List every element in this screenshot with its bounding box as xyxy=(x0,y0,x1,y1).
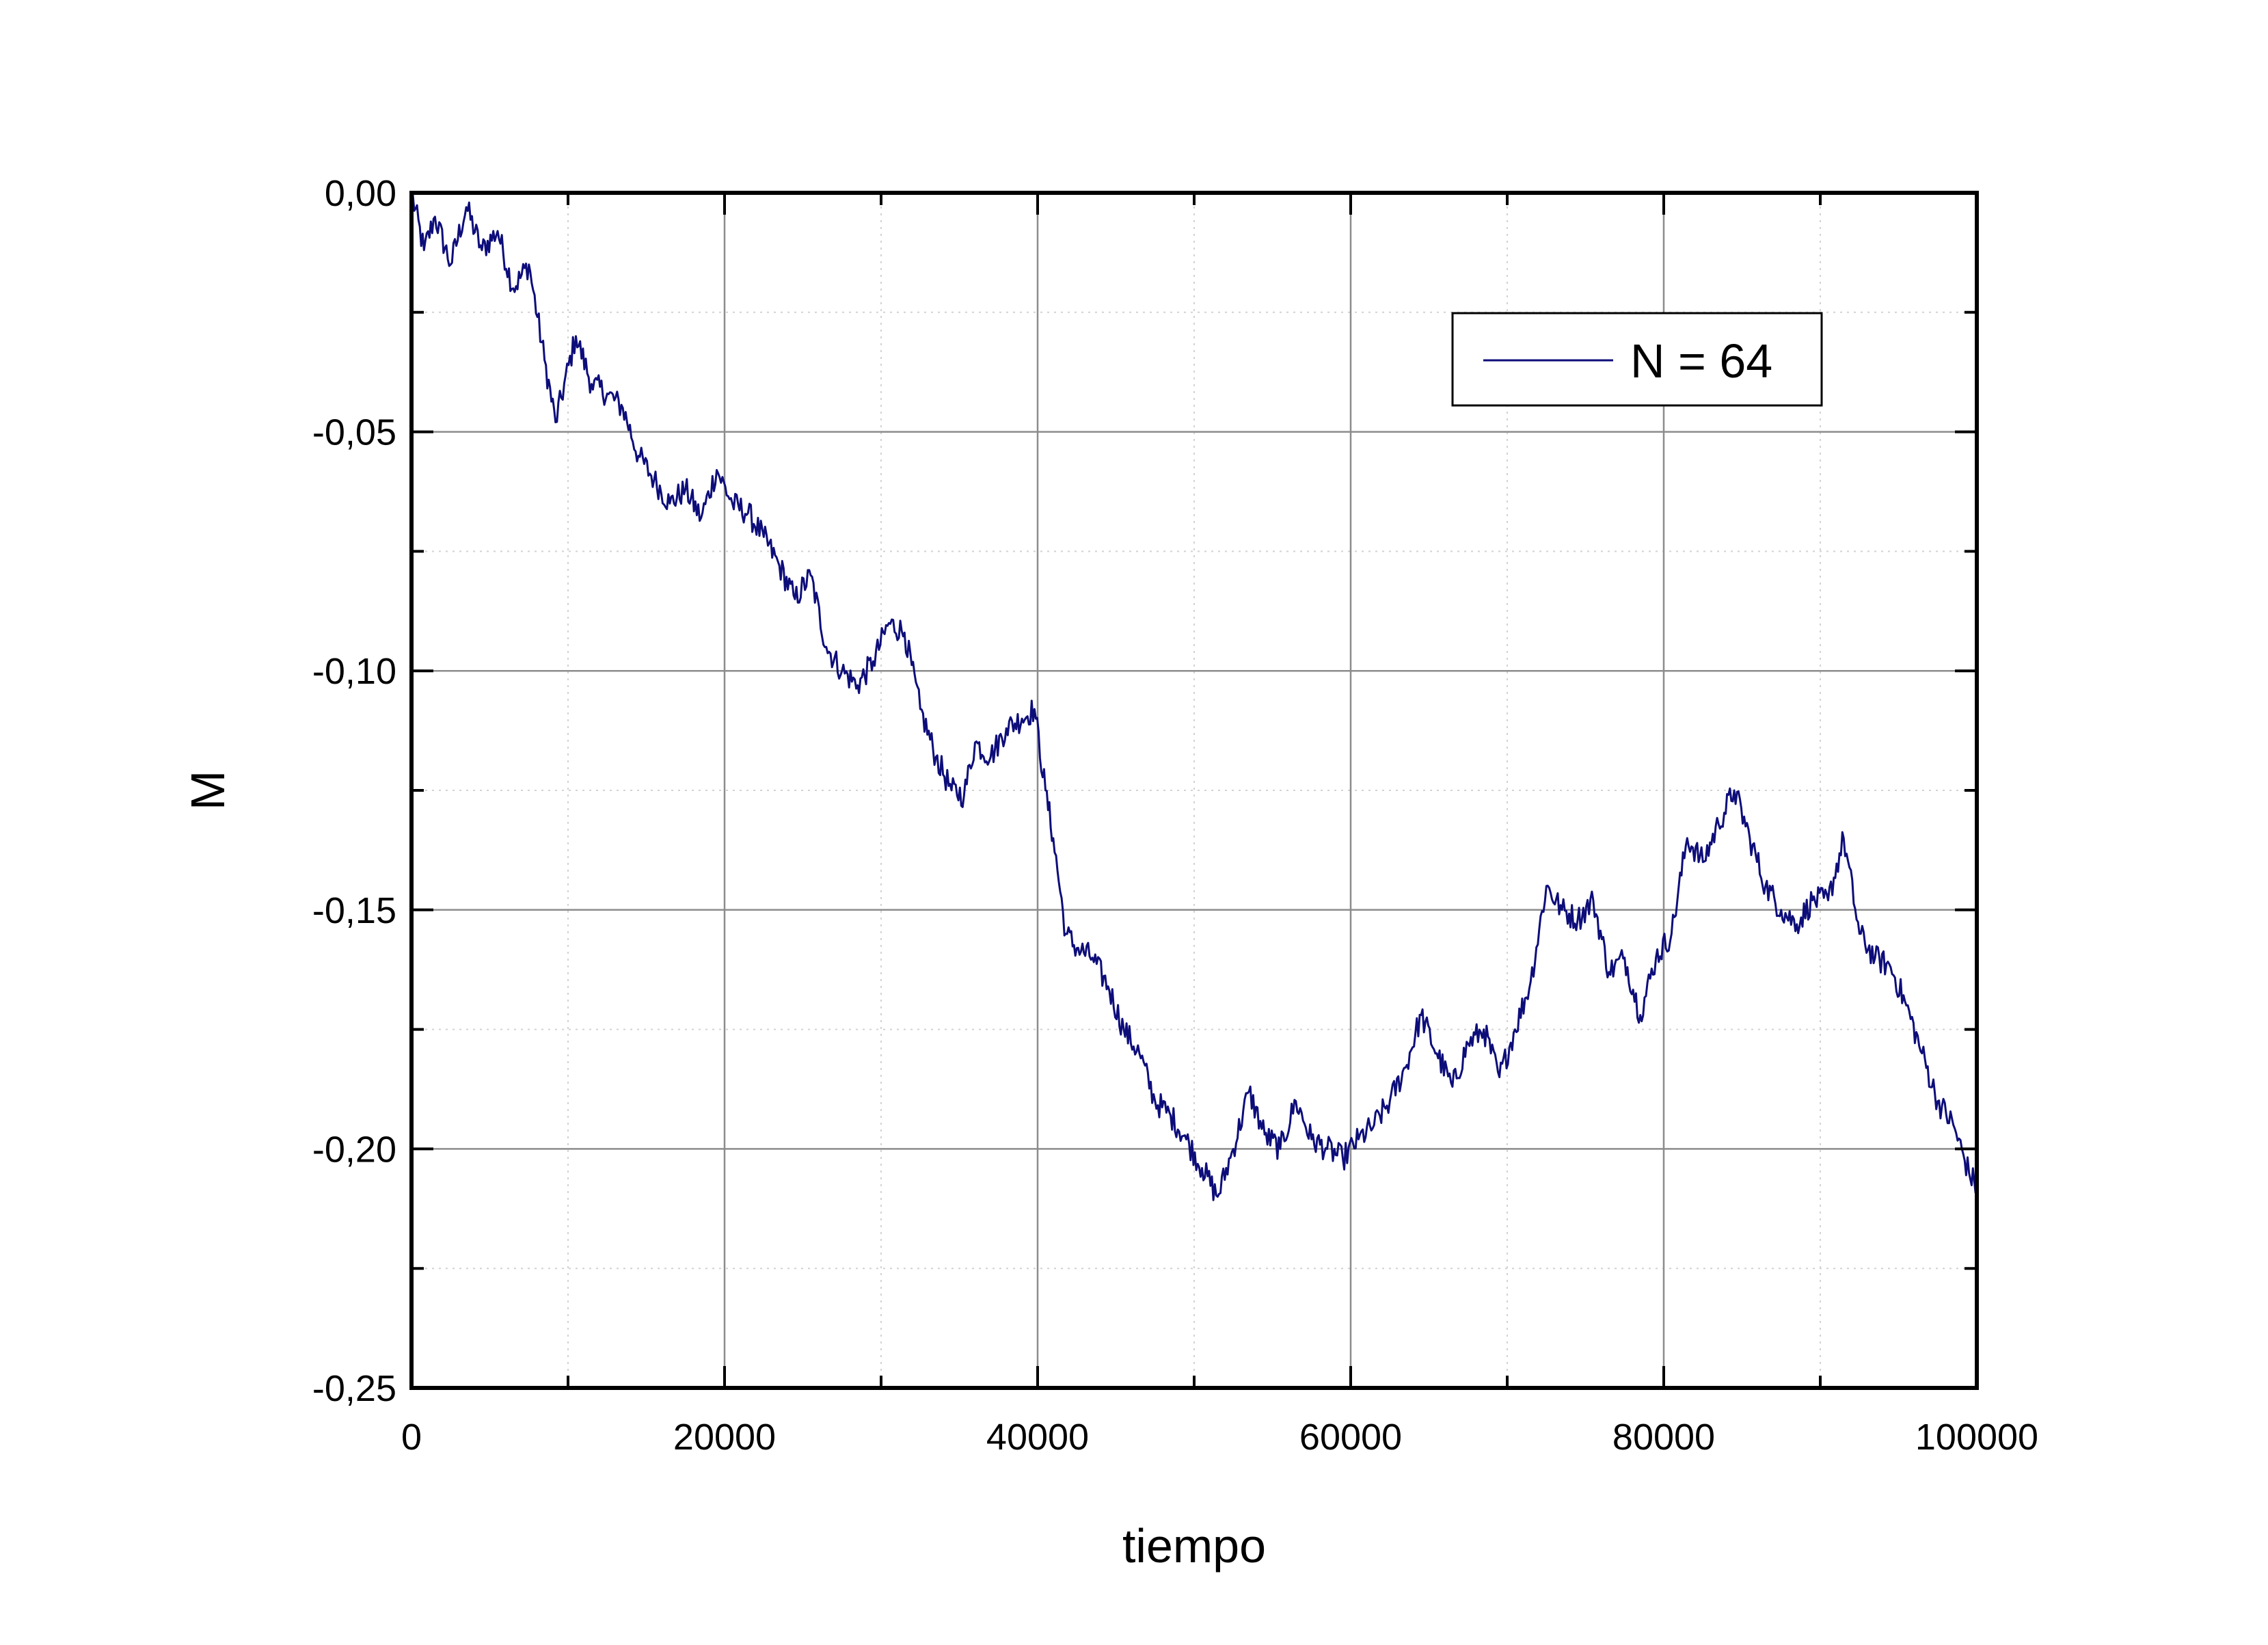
major-gridlines xyxy=(411,193,1977,1388)
y-tick-label: -0,15 xyxy=(312,890,396,931)
y-axis-label: M xyxy=(181,771,234,810)
x-tick-label: 0 xyxy=(401,1417,422,1458)
x-tick-labels: 0 20000 40000 60000 80000 100000 xyxy=(401,1417,2038,1458)
axis-ticks xyxy=(410,191,1978,1389)
y-tick-label: -0,10 xyxy=(312,651,396,692)
x-tick-label: 60000 xyxy=(1299,1417,1402,1458)
series-layer xyxy=(410,192,1978,1201)
y-tick-label: 0,00 xyxy=(325,173,396,214)
x-axis-label: tiempo xyxy=(1122,1519,1266,1573)
x-tick-label: 20000 xyxy=(673,1417,776,1458)
y-tick-label: -0,05 xyxy=(312,412,396,453)
x-tick-label: 40000 xyxy=(986,1417,1089,1458)
y-tick-label: -0,25 xyxy=(312,1368,396,1409)
series-line-n64 xyxy=(410,192,1978,1201)
x-tick-label: 100000 xyxy=(1915,1417,2038,1458)
y-tick-labels: 0,00 -0,05 -0,10 -0,15 -0,20 -0,25 xyxy=(312,173,396,1409)
legend: N = 64 xyxy=(1451,312,1823,407)
y-tick-label: -0,20 xyxy=(312,1129,396,1170)
legend-entry-label: N = 64 xyxy=(1630,334,1772,388)
x-tick-label: 80000 xyxy=(1612,1417,1715,1458)
